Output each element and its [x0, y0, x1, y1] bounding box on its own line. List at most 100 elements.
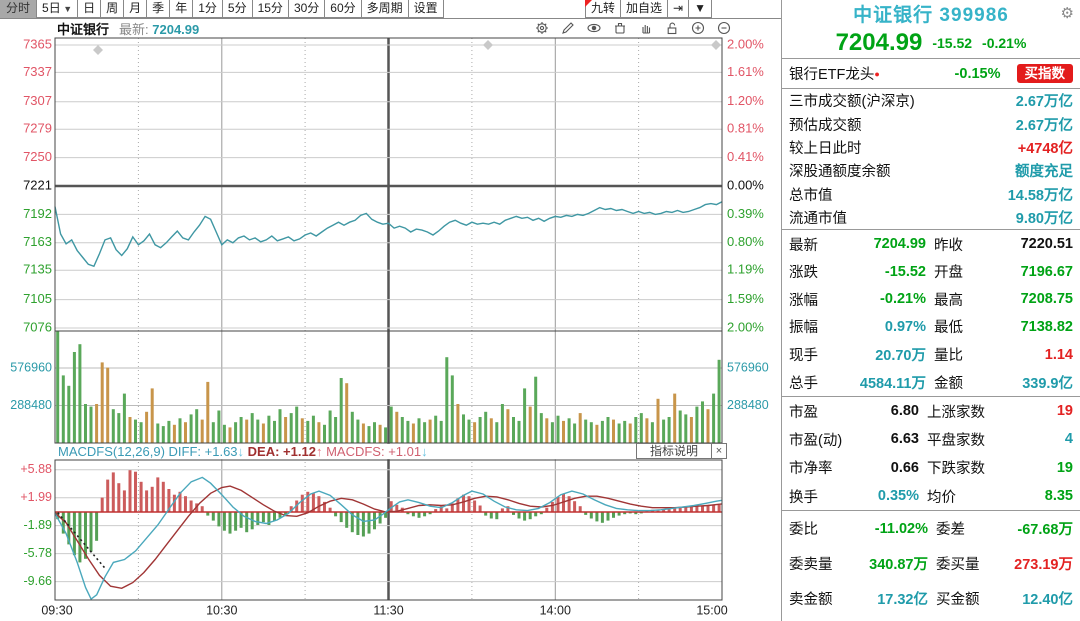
etf-name[interactable]: 银行ETF龙头	[789, 67, 875, 83]
row-label: 最低	[934, 320, 963, 337]
svg-text:576960: 576960	[10, 360, 52, 374]
svg-text:-5.78: -5.78	[24, 546, 53, 560]
row-value: 20.70万	[875, 348, 926, 365]
row-label: 深股通额度余额	[789, 164, 891, 181]
svg-text:7279: 7279	[23, 121, 52, 136]
row-value: 6.80	[890, 403, 919, 420]
svg-text:15:00: 15:00	[696, 603, 727, 617]
row-label: 委卖量	[789, 557, 833, 574]
row-label: 较上日此时	[789, 140, 862, 157]
row-label: 市盈	[789, 404, 818, 421]
svg-text:0.80%: 0.80%	[727, 234, 764, 249]
row-label: 卖金额	[789, 592, 833, 609]
period-tab-月[interactable]: 月	[123, 0, 148, 18]
period-tab-周[interactable]: 周	[100, 0, 125, 18]
row-value: 12.40亿	[1022, 592, 1073, 609]
row-label: 涨跌	[789, 265, 818, 282]
period-toolbar: 分时 5日 ▼ 日周月季年 1分 5分 15分 30分 60分 多周期 设置 九转 加自选 ⇥ ▼	[0, 0, 781, 19]
row-value: 0.97%	[884, 318, 926, 335]
row-label: 市净率	[789, 461, 833, 478]
zoom-in-icon[interactable]	[689, 19, 706, 36]
svg-text:7135: 7135	[23, 262, 52, 277]
latest-value: 7204.99	[152, 22, 200, 37]
svg-text:7337: 7337	[23, 64, 52, 79]
period-tab-1分[interactable]: 1分	[192, 0, 223, 18]
svg-text:1.61%: 1.61%	[727, 64, 764, 79]
toolbar-button-九转[interactable]: 九转	[585, 0, 622, 18]
quote-section: 最新 7204.99 昨收 7220.51 涨跌 -15.52 开盘 7196.67 涨幅 -0.…	[782, 230, 1080, 397]
row-value: 273.19万	[1014, 557, 1073, 574]
period-tab-60分[interactable]: 60分	[324, 0, 362, 18]
svg-text:7192: 7192	[23, 206, 52, 221]
row-label: 均价	[927, 489, 956, 506]
row-value: 17.32亿	[877, 592, 928, 609]
quote-row: 涨跌 -15.52 开盘 7196.67	[782, 258, 1080, 286]
row-value: 6.63	[890, 431, 919, 448]
next-page-icon[interactable]: ⇥	[667, 0, 690, 18]
count-row: 换手 0.35% 均价 8.35	[782, 482, 1080, 510]
svg-text:0.81%: 0.81%	[727, 121, 764, 136]
macd-indicator-header[interactable]: MACDFS(12,26,9) DIFF: +1.63↓ DEA: +1.12↑…	[58, 444, 428, 459]
macd-diff-value: +1.63	[204, 444, 238, 459]
row-label: 金额	[934, 375, 963, 392]
period-tab-多周期[interactable]: 多周期	[360, 0, 409, 18]
indicator-close-button[interactable]: ×	[711, 443, 727, 459]
row-value: 7138.82	[1020, 318, 1073, 335]
row-label: 涨幅	[789, 292, 818, 309]
row-value: 19	[1056, 403, 1073, 420]
period-tab-季[interactable]: 季	[146, 0, 171, 18]
period-tab-5日[interactable]: 5日 ▼	[36, 0, 79, 18]
svg-text:7105: 7105	[23, 291, 52, 306]
buy-index-button[interactable]: 买指数	[1016, 64, 1073, 83]
svg-text:14:00: 14:00	[540, 603, 571, 617]
hand-icon[interactable]	[637, 19, 654, 36]
svg-text:+5.88: +5.88	[20, 462, 52, 476]
macd-dea-label: DEA:	[244, 444, 284, 459]
macd-macd-label: MACDFS:	[322, 444, 389, 459]
period-tab-年[interactable]: 年	[169, 0, 194, 18]
period-tab-30分[interactable]: 30分	[287, 0, 326, 18]
period-tab-日[interactable]: 日	[77, 0, 102, 18]
macd-diff-label: DIFF:	[164, 444, 205, 459]
indicator-help-button[interactable]: 指标说明	[636, 443, 712, 459]
pencil-icon[interactable]	[559, 19, 576, 36]
row-value: 14.58万亿	[1007, 187, 1073, 204]
gear-icon[interactable]: ⚙	[1060, 5, 1074, 22]
row-label: 最新	[789, 237, 818, 254]
row-value: 19	[1056, 459, 1073, 476]
sidebar-title-row: 中证银行 399986 ⚙	[782, 0, 1080, 27]
svg-text:-9.66: -9.66	[24, 574, 53, 588]
gear-icon[interactable]	[533, 19, 550, 36]
row-label: 委差	[936, 522, 965, 539]
svg-text:7076: 7076	[23, 319, 52, 334]
svg-text:10:30: 10:30	[206, 603, 237, 617]
svg-text:288480: 288480	[727, 398, 769, 412]
period-tab-15分[interactable]: 15分	[251, 0, 289, 18]
row-label: 最高	[934, 292, 963, 309]
row-value: -0.21%	[880, 291, 926, 308]
period-tab-5分[interactable]: 5分	[221, 0, 253, 18]
quote-sidebar: 中证银行 399986 ⚙ 7204.99 -15.52 -0.21% 银行ET…	[781, 0, 1080, 621]
row-label: 流通市值	[789, 211, 847, 228]
row-label: 开盘	[934, 265, 963, 282]
svg-text:1.19%: 1.19%	[727, 262, 764, 277]
intraday-chart[interactable]: 7365 7337 7307 7279 7250 7221 7192 7163 7135 7105…	[0, 0, 781, 621]
info-row: 总市值 14.58万亿	[782, 183, 1080, 206]
dropdown-icon[interactable]: ▼	[688, 0, 712, 18]
toolbar-button-加自选[interactable]: 加自选	[620, 0, 669, 18]
row-label: 振幅	[789, 320, 818, 337]
trash-icon[interactable]	[611, 19, 628, 36]
period-tab-分时[interactable]: 分时	[0, 0, 38, 18]
row-value: 7204.99	[873, 236, 926, 253]
svg-text:09:30: 09:30	[41, 603, 72, 617]
unlock-icon[interactable]	[663, 19, 680, 36]
info-row: 流通市值 9.80万亿	[782, 206, 1080, 229]
eye-icon[interactable]	[585, 19, 602, 36]
period-tab-设置[interactable]: 设置	[407, 0, 444, 18]
row-label: 预估成交额	[789, 117, 862, 134]
svg-text:288480: 288480	[10, 398, 52, 412]
row-label: 昨收	[934, 237, 963, 254]
quote-row: 涨幅 -0.21% 最高 7208.75	[782, 286, 1080, 314]
zoom-out-icon[interactable]	[715, 19, 732, 36]
svg-text:+1.99: +1.99	[20, 490, 52, 504]
